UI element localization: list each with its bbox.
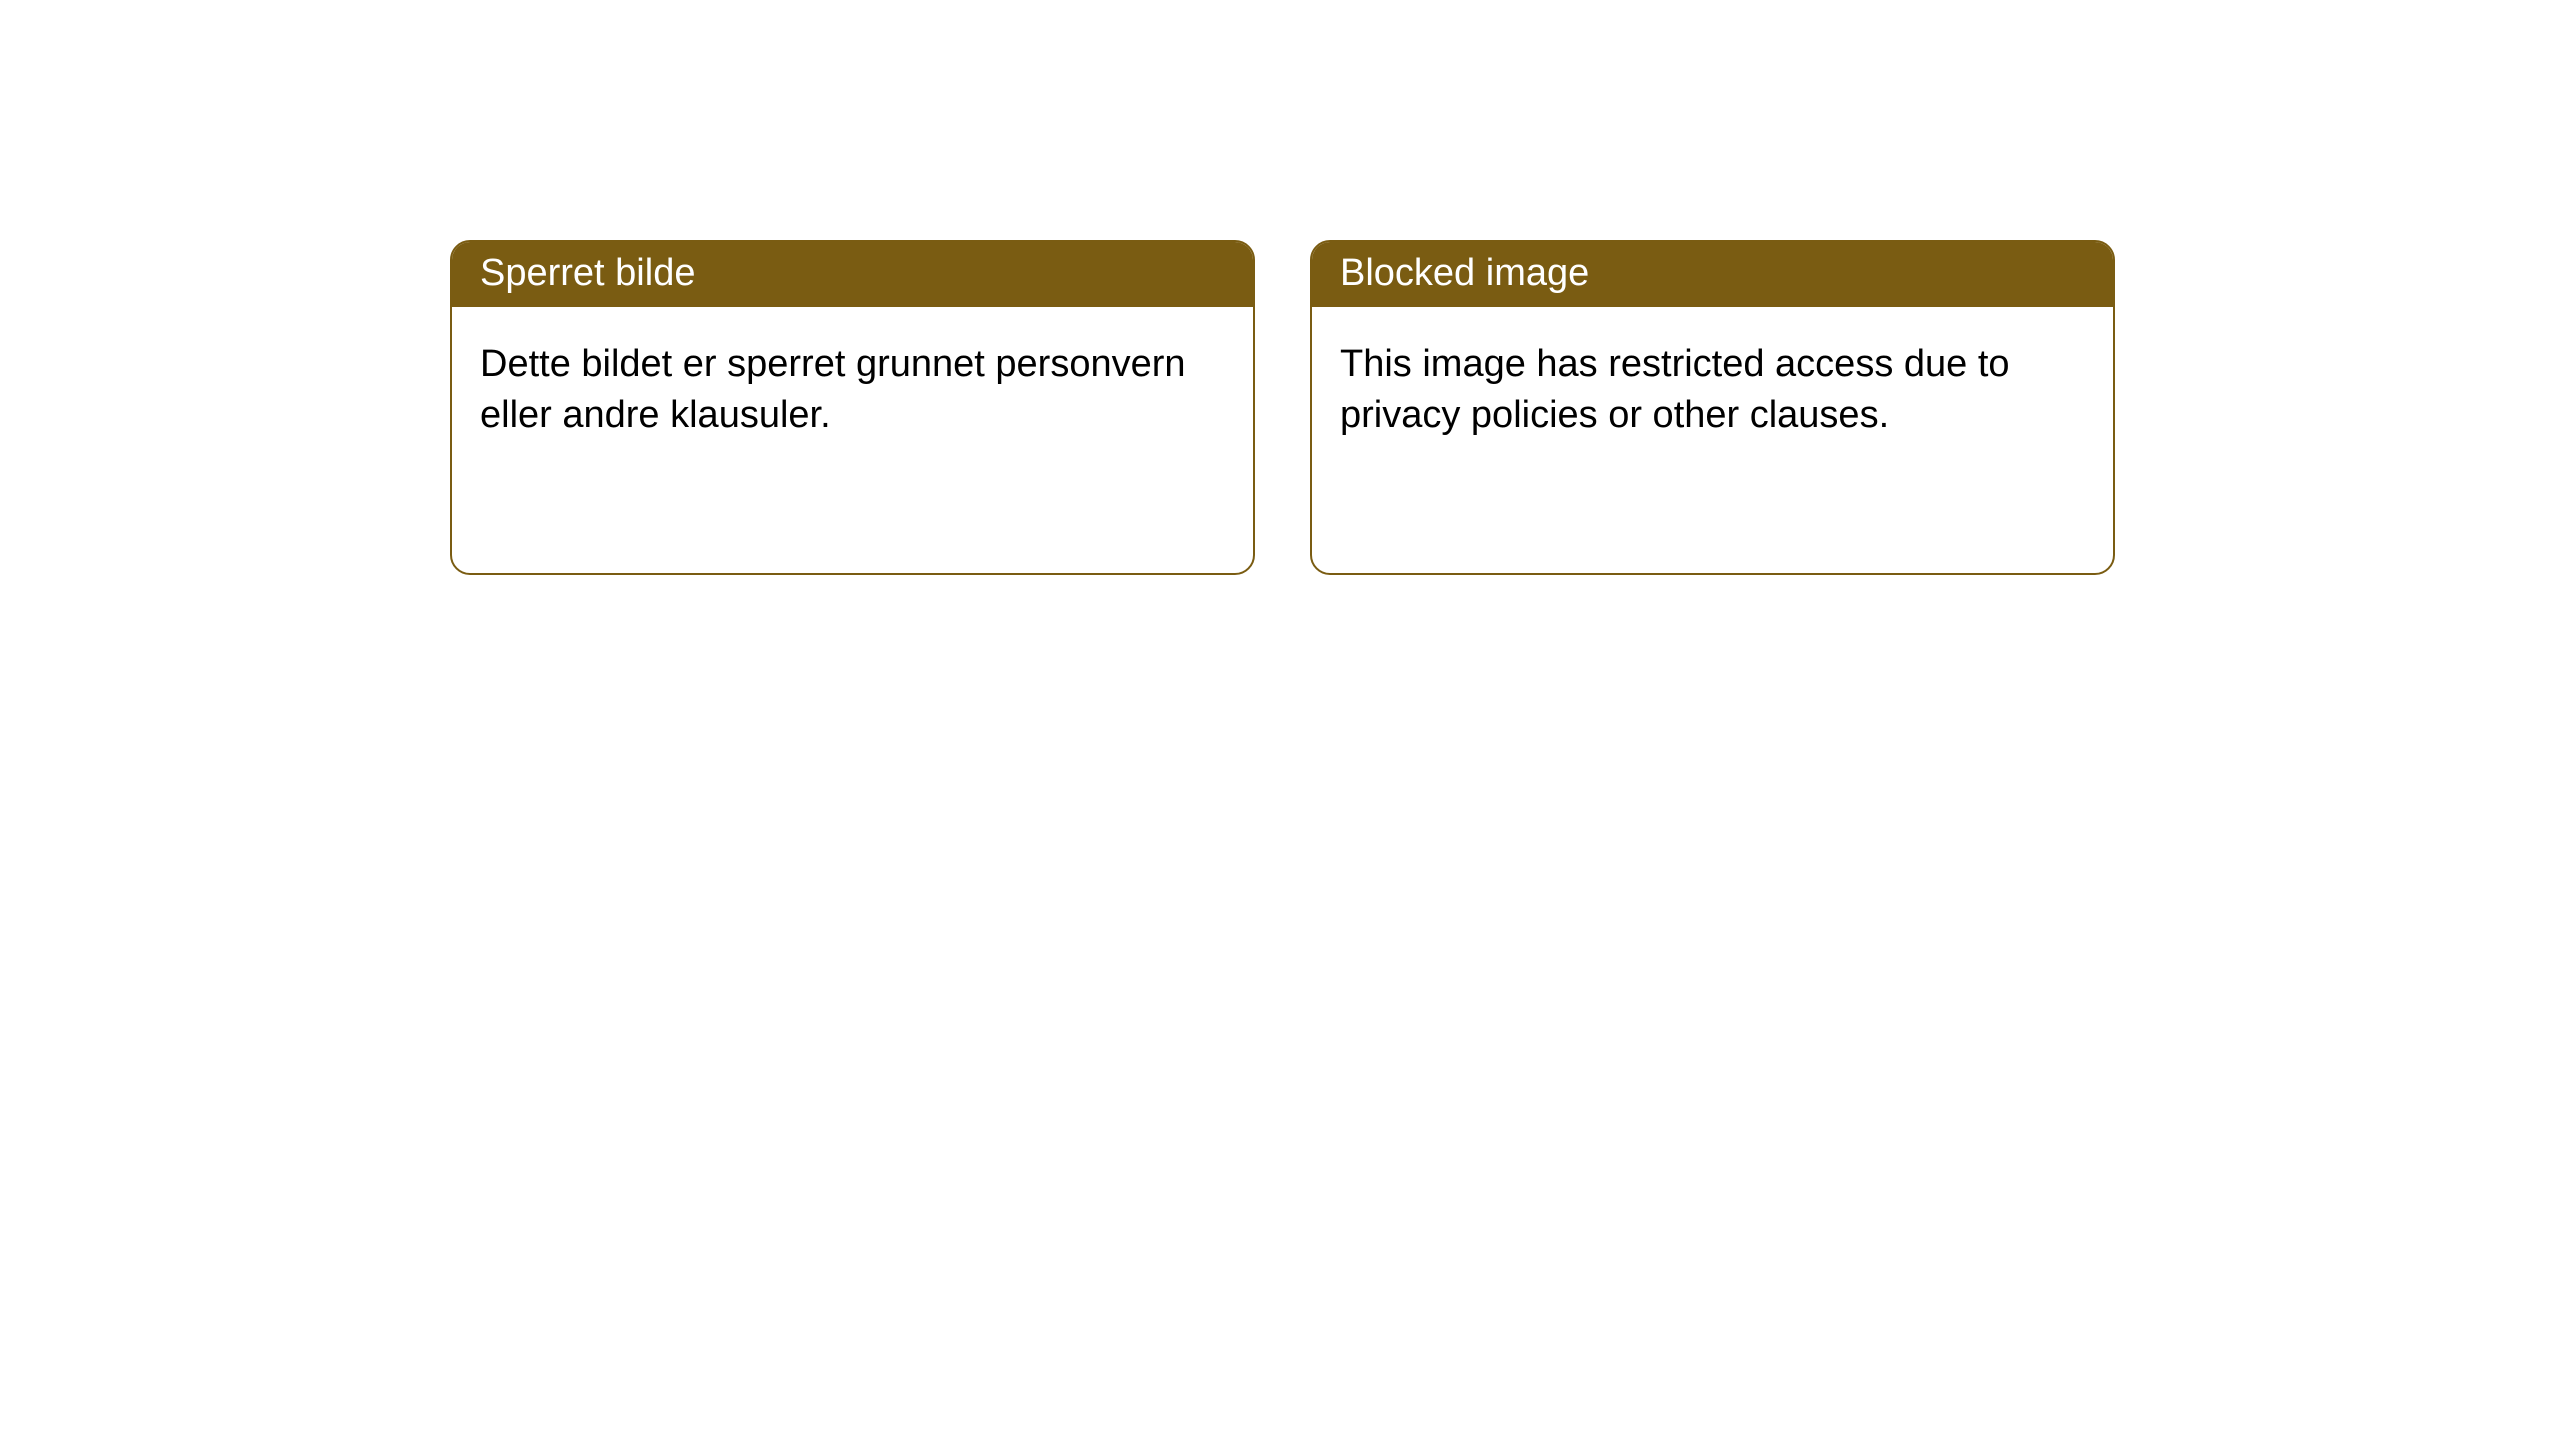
notice-header: Blocked image <box>1312 242 2113 307</box>
notice-body: This image has restricted access due to … <box>1312 307 2113 474</box>
notice-header: Sperret bilde <box>452 242 1253 307</box>
notice-card-english: Blocked image This image has restricted … <box>1310 240 2115 575</box>
notice-body: Dette bildet er sperret grunnet personve… <box>452 307 1253 474</box>
notice-card-norwegian: Sperret bilde Dette bildet er sperret gr… <box>450 240 1255 575</box>
notice-container: Sperret bilde Dette bildet er sperret gr… <box>0 0 2560 575</box>
